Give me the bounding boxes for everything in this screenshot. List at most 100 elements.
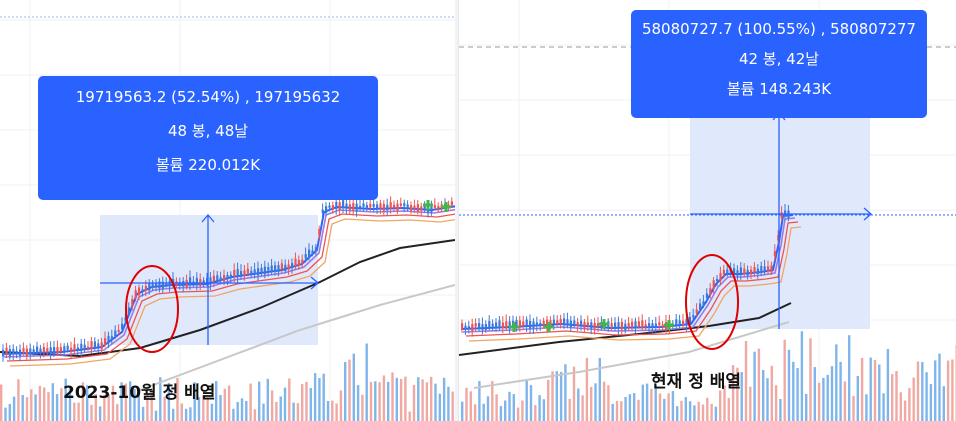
candle-body xyxy=(189,277,192,285)
volume-bar xyxy=(296,403,300,421)
volume-bar xyxy=(641,384,644,421)
left-tooltip-price-change: 19719563.2 (52.54%) , 197195632 xyxy=(75,88,341,106)
volume-bar xyxy=(21,395,24,421)
candle-body xyxy=(675,319,678,325)
candle-body xyxy=(144,285,147,291)
candle-body xyxy=(284,264,287,271)
volume-bar xyxy=(856,376,859,421)
volume-bar xyxy=(184,408,188,421)
volume-bar xyxy=(43,387,46,421)
candle-body xyxy=(5,347,8,356)
volume-bar xyxy=(547,379,550,421)
candle-body xyxy=(399,203,402,206)
candle-body xyxy=(542,320,545,326)
volume-bar xyxy=(275,401,278,421)
candle-body xyxy=(216,275,219,281)
candle-body xyxy=(362,203,365,208)
candle-body xyxy=(546,319,549,327)
candle-body xyxy=(525,319,528,326)
volume-bar xyxy=(895,371,898,421)
candle-body xyxy=(709,288,712,295)
signal-marker xyxy=(441,205,451,209)
candle-body xyxy=(155,283,158,287)
volume-bar xyxy=(425,382,429,421)
volume-bar xyxy=(369,382,373,421)
candle-body xyxy=(104,338,107,346)
volume-bar xyxy=(766,378,769,421)
candle-body xyxy=(648,323,651,328)
volume-bar xyxy=(313,373,317,421)
candle-body xyxy=(246,268,249,274)
candle-body xyxy=(372,203,375,208)
volume-bar xyxy=(899,392,902,421)
volume-bar xyxy=(150,394,153,421)
volume-bar xyxy=(103,395,106,421)
candle-body xyxy=(515,320,518,328)
volume-bar xyxy=(564,364,567,421)
candle-body xyxy=(719,273,722,281)
candle-body xyxy=(22,348,25,353)
volume-bar xyxy=(478,381,481,421)
candle-body xyxy=(165,282,168,286)
volume-bar xyxy=(731,365,735,421)
candle-body xyxy=(138,287,141,296)
volume-bar xyxy=(253,409,257,421)
candle-body xyxy=(389,202,392,209)
measure-arrow-head xyxy=(310,276,319,290)
candle-body xyxy=(15,350,18,354)
volume-bar xyxy=(417,377,420,421)
candle-body xyxy=(369,203,372,208)
candle-body xyxy=(56,347,59,354)
volume-bar xyxy=(391,372,394,421)
candle-body xyxy=(617,322,620,329)
candle-body xyxy=(695,309,698,314)
volume-bar xyxy=(141,406,145,421)
volume-bar xyxy=(107,394,110,421)
candle-body xyxy=(257,268,260,276)
volume-bar xyxy=(602,381,606,421)
volume-bar xyxy=(77,402,80,421)
candle-body xyxy=(274,265,277,272)
candle-body xyxy=(345,203,348,209)
candle-body xyxy=(386,204,389,211)
volume-bar xyxy=(412,384,416,421)
volume-bar xyxy=(465,387,468,421)
left-chart-panel[interactable]: 19719563.2 (52.54%) , 197195632 48 봉, 48… xyxy=(0,0,455,421)
candle-body xyxy=(410,205,413,211)
volume-bar xyxy=(938,353,941,421)
candle-body xyxy=(491,323,494,327)
volume-bar xyxy=(461,401,464,421)
candle-body xyxy=(229,274,232,278)
volume-bar xyxy=(934,360,937,421)
moving-average-line xyxy=(9,218,455,367)
volume-bar xyxy=(757,348,761,421)
volume-bar xyxy=(555,371,558,421)
candle-body xyxy=(158,281,161,289)
candle-body xyxy=(770,265,773,273)
candle-body xyxy=(294,258,297,267)
volume-bar xyxy=(701,404,705,421)
candle-body xyxy=(12,349,15,355)
volume-bar xyxy=(482,403,485,421)
right-chart-panel[interactable]: 58080727.7 (100.55%) , 580807277 42 봉, 4… xyxy=(458,0,956,421)
volume-bar xyxy=(770,365,773,421)
candle-body xyxy=(726,269,729,274)
candle-body xyxy=(206,278,209,283)
candle-body xyxy=(53,347,56,354)
candle-body xyxy=(552,319,555,325)
volume-bar xyxy=(305,381,308,421)
volume-bar xyxy=(865,394,868,421)
volume-bar xyxy=(774,385,778,421)
volume-bar xyxy=(650,389,653,421)
right-price-chart[interactable] xyxy=(459,0,956,421)
candle-body xyxy=(49,347,52,355)
volume-bar xyxy=(116,404,119,421)
volume-bar xyxy=(34,394,37,421)
candle-body xyxy=(80,343,83,352)
volume-bar xyxy=(645,383,649,421)
volume-bar xyxy=(38,386,42,421)
candle-body xyxy=(753,266,756,273)
volume-bar xyxy=(817,382,821,421)
left-price-chart[interactable] xyxy=(0,0,455,421)
volume-bar xyxy=(8,403,11,421)
